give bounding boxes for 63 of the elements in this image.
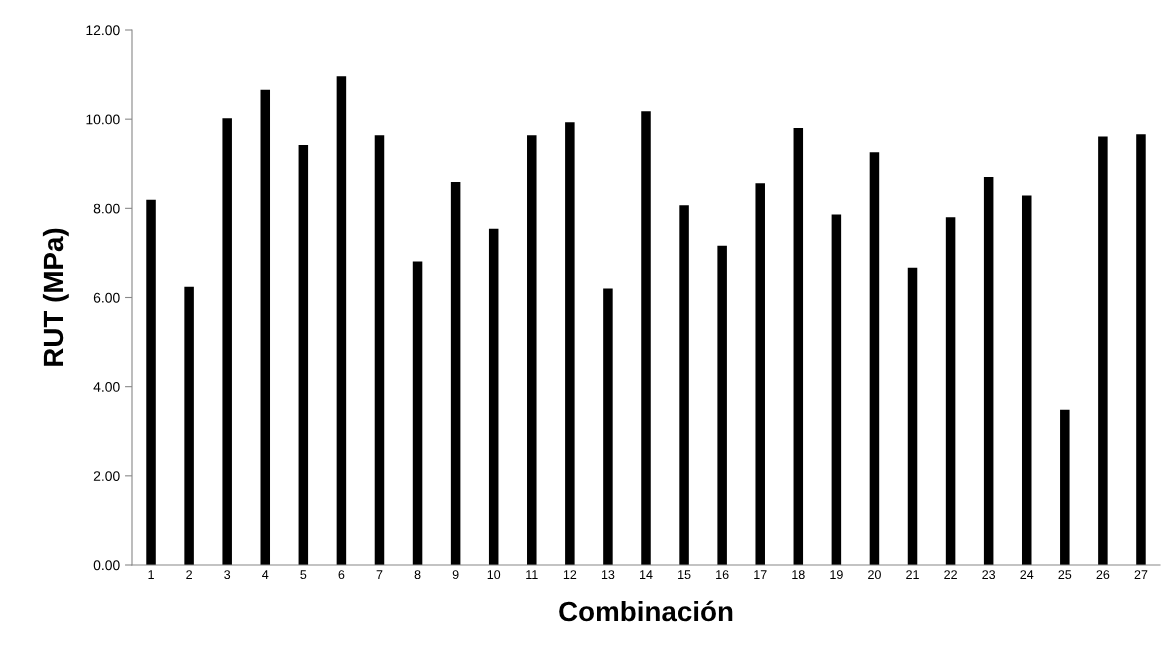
x-tick-label: 3 xyxy=(224,570,231,580)
y-tick-label: 6.00 xyxy=(93,292,120,303)
x-tick-label: 23 xyxy=(982,570,996,580)
bar xyxy=(412,261,423,565)
x-tick-label: 8 xyxy=(414,570,421,580)
x-tick-label: 12 xyxy=(563,570,577,579)
bar xyxy=(679,205,689,565)
x-tick-label: 4 xyxy=(262,570,269,579)
bar xyxy=(793,128,804,565)
bar xyxy=(260,89,271,565)
bar xyxy=(565,122,575,565)
bar xyxy=(527,135,537,565)
y-axis-title: RUT (MPa) xyxy=(42,228,69,366)
x-tick-label: 19 xyxy=(830,570,843,580)
x-tick-label: 13 xyxy=(601,570,615,580)
bar xyxy=(869,152,880,565)
bar xyxy=(907,267,918,565)
x-tick-label: 25 xyxy=(1058,570,1072,580)
bar xyxy=(603,288,613,565)
x-tick-label: 10 xyxy=(487,570,501,580)
x-tick-label: 2 xyxy=(186,570,192,579)
bar xyxy=(755,183,765,565)
y-tick-label: 8.00 xyxy=(93,203,120,214)
x-tick-label: 6 xyxy=(338,570,345,580)
x-tick-label: 5 xyxy=(300,570,307,580)
bar xyxy=(1021,195,1032,565)
y-tick-label: 2.00 xyxy=(93,471,120,481)
bar xyxy=(1060,409,1070,565)
x-tick-label: 16 xyxy=(716,570,729,580)
x-tick-label: 9 xyxy=(452,570,459,580)
bar xyxy=(336,76,347,565)
bar xyxy=(184,286,194,565)
bar xyxy=(374,135,385,565)
x-tick-label: 26 xyxy=(1096,570,1110,580)
y-tick-label: 0.00 xyxy=(93,560,120,571)
bar xyxy=(488,228,499,565)
bar xyxy=(983,177,994,565)
bar xyxy=(945,217,956,565)
bar xyxy=(717,245,727,565)
x-tick-label: 24 xyxy=(1020,570,1034,579)
bar xyxy=(298,145,309,565)
x-axis-title: Combinación xyxy=(559,600,733,622)
bar xyxy=(641,111,651,565)
bar xyxy=(1098,136,1108,565)
bar xyxy=(146,199,156,565)
x-tick-label: 21 xyxy=(906,570,919,579)
x-tick-label: 22 xyxy=(944,570,957,579)
y-tick-label: 12.00 xyxy=(86,25,120,36)
y-tick-label: 10.00 xyxy=(86,114,120,125)
x-tick-label: 17 xyxy=(754,570,767,579)
bar xyxy=(222,118,232,565)
x-tick-label: 18 xyxy=(792,570,805,580)
x-tick-label: 20 xyxy=(868,570,881,580)
x-tick-label: 7 xyxy=(376,570,383,579)
y-tick-label: 4.00 xyxy=(93,382,120,392)
x-tick-label: 15 xyxy=(678,570,691,580)
x-tick-label: 14 xyxy=(640,570,653,579)
bar xyxy=(450,182,461,565)
x-tick-label: 1 xyxy=(148,570,154,579)
bar xyxy=(1136,134,1146,565)
x-tick-label: 11 xyxy=(526,570,538,579)
bar xyxy=(831,214,842,565)
x-tick-label: 27 xyxy=(1134,570,1148,579)
